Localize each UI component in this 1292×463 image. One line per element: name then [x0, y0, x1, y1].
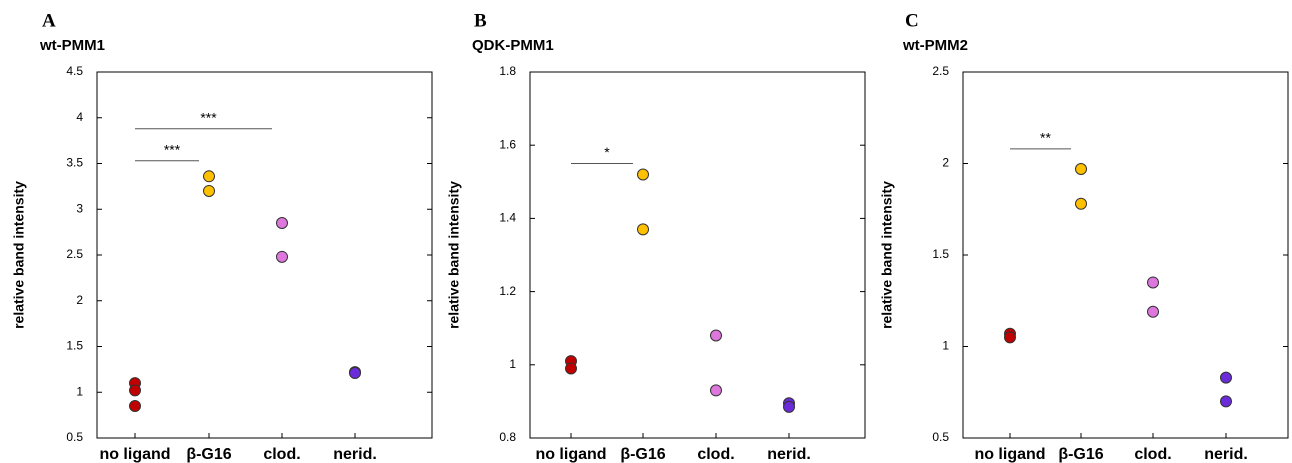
data-point	[1075, 197, 1087, 210]
x-tick-label: clod.	[1134, 446, 1171, 463]
panel-title: wt-PMM1	[39, 37, 105, 54]
data-point	[637, 223, 649, 236]
y-tick-label: 1.5	[932, 247, 949, 261]
significance-label: ***	[200, 109, 217, 125]
data-point	[1075, 162, 1087, 175]
y-tick-label: 2	[76, 293, 83, 307]
x-tick-label: nerid.	[333, 446, 377, 463]
x-tick-label: nerid.	[1204, 446, 1248, 463]
x-tick-label: β-G16	[186, 446, 231, 463]
data-point	[203, 184, 215, 197]
y-tick-label: 2.5	[66, 247, 83, 261]
data-point	[129, 399, 141, 412]
data-point	[1147, 276, 1159, 289]
data-point	[637, 168, 649, 181]
y-tick-label: 4	[76, 110, 83, 124]
y-tick-label: 1	[76, 384, 83, 398]
panel-label: B	[474, 10, 487, 31]
significance-label: **	[1040, 130, 1051, 146]
y-tick-label: 3	[76, 201, 83, 215]
data-point	[1004, 331, 1016, 344]
data-point	[349, 367, 361, 380]
data-point	[1220, 395, 1232, 408]
y-tick-label: 4.5	[66, 64, 83, 78]
significance-label: ***	[164, 141, 181, 157]
y-tick-label: 1.6	[499, 137, 516, 151]
data-point	[710, 384, 722, 397]
y-tick-label: 0.8	[499, 430, 516, 444]
x-tick-label: no ligand	[535, 446, 606, 463]
data-point	[783, 400, 795, 413]
y-axis-label: relative band intensity	[11, 181, 27, 329]
y-tick-label: 0.5	[66, 430, 83, 444]
x-tick-label: β-G16	[1058, 446, 1103, 463]
y-axis-label: relative band intensity	[446, 181, 462, 329]
x-tick-label: clod.	[697, 446, 734, 463]
significance-label: *	[604, 144, 610, 160]
data-point	[565, 362, 577, 375]
y-axis-label: relative band intensity	[879, 181, 895, 329]
data-point	[1220, 371, 1232, 384]
plot-frame	[96, 71, 433, 439]
data-point	[203, 170, 215, 183]
data-point	[710, 329, 722, 342]
y-tick-label: 1.5	[66, 339, 83, 353]
panel-title: wt-PMM2	[902, 37, 968, 54]
y-tick-label: 2	[942, 156, 949, 170]
panel-title: QDK-PMM1	[472, 37, 554, 54]
x-tick-label: clod.	[263, 446, 300, 463]
x-tick-label: nerid.	[767, 446, 811, 463]
y-tick-label: 0.5	[932, 430, 949, 444]
y-tick-label: 1	[942, 339, 949, 353]
plot-frame	[962, 71, 1289, 439]
y-tick-label: 1.4	[499, 211, 516, 225]
panel-label: C	[905, 10, 919, 31]
data-point	[129, 384, 141, 397]
y-tick-label: 1	[509, 357, 516, 371]
y-tick-label: 1.2	[499, 284, 516, 298]
plot-frame	[529, 71, 866, 439]
data-point	[1147, 305, 1159, 318]
x-tick-label: β-G16	[620, 446, 665, 463]
y-tick-label: 1.8	[499, 64, 516, 78]
x-tick-label: no ligand	[974, 446, 1045, 463]
data-point	[276, 250, 288, 263]
x-tick-label: no ligand	[99, 446, 170, 463]
y-tick-label: 2.5	[932, 64, 949, 78]
panel-label: A	[42, 10, 56, 31]
y-tick-label: 3.5	[66, 156, 83, 170]
data-point	[276, 216, 288, 229]
